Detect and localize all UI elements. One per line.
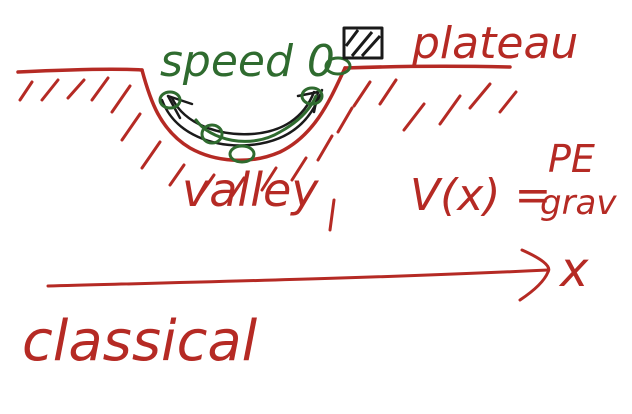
potential-top-label: PE — [548, 137, 595, 181]
ball-left — [158, 90, 182, 110]
potential-bottom-label: grav — [540, 183, 617, 223]
ball-trail — [194, 94, 318, 143]
ball-top-right — [324, 56, 352, 76]
x-axis — [46, 248, 551, 302]
ball-lower-left — [200, 123, 224, 145]
x-axis-line — [46, 268, 550, 288]
motion-arc-inner — [170, 90, 316, 136]
block-hatch — [344, 29, 382, 58]
block-on-plateau — [342, 26, 384, 60]
ground-hatching — [18, 76, 518, 232]
right-plateau-line — [343, 64, 512, 70]
left-plateau-line — [16, 67, 144, 74]
potential-lhs-label: V(x) = — [410, 170, 551, 221]
block-box — [342, 26, 384, 60]
x-axis-arrowhead — [518, 248, 551, 302]
classical-label: classical — [22, 309, 258, 374]
plateau-label: plateau — [411, 18, 578, 69]
ball-markers — [158, 56, 352, 164]
valley-label: valley — [182, 163, 319, 217]
ball-bottom — [228, 144, 256, 164]
motion-arc-outer — [160, 88, 324, 147]
axis-variable-label: x — [558, 242, 589, 298]
speed-label: speed 0 — [160, 36, 335, 87]
